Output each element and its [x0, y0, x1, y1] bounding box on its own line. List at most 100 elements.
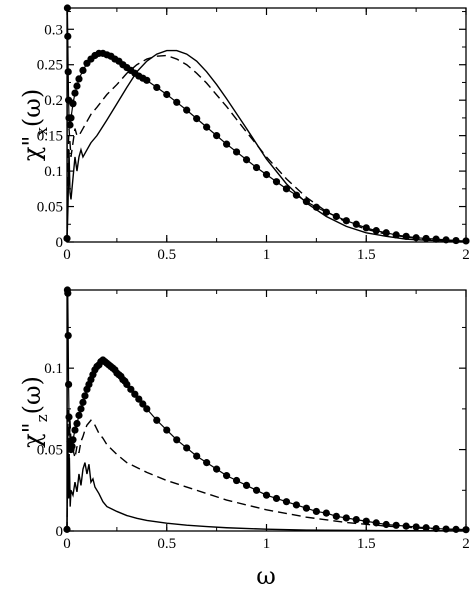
data-point: [183, 444, 191, 452]
data-point: [143, 405, 151, 413]
top-plot-frame: [66, 7, 467, 243]
data-point: [68, 442, 76, 450]
data-point: [252, 486, 261, 494]
data-point: [322, 208, 330, 216]
data-point: [183, 106, 191, 114]
data-point: [252, 163, 261, 172]
data-point: [352, 516, 360, 524]
bottom-panel: 0 0.5 1 1.5 2 0 0.05 0.1 χ"z(ω): [18, 286, 470, 552]
x-tick-label: 0.5: [157, 247, 176, 263]
data-point: [292, 501, 301, 509]
data-point: [81, 392, 89, 400]
data-point: [402, 232, 410, 240]
y-tick-label: 0.2: [44, 93, 63, 109]
top-y-axis-title: χ"x(ω): [18, 89, 51, 161]
data-point: [282, 498, 291, 506]
data-point: [163, 90, 171, 99]
series-line-solid: [66, 430, 467, 532]
y-tick-label: 0.3: [44, 22, 63, 38]
data-point: [382, 520, 390, 529]
data-point: [66, 121, 74, 129]
data-point: [392, 521, 400, 529]
data-point: [77, 405, 85, 413]
x-tick-label: 0: [63, 536, 71, 552]
top-ticks: 0 0.5 1 1.5 2 0 0.05 0.1 0.15 0.2 0.25 0.3: [37, 8, 470, 263]
data-point: [213, 465, 221, 473]
y-tick-label: 0.1: [44, 361, 63, 377]
data-point: [412, 523, 420, 531]
data-point: [75, 75, 83, 83]
data-point: [362, 517, 370, 525]
y-tick-label: 0.1: [44, 164, 63, 180]
data-point: [332, 512, 340, 520]
series-line-dots: [66, 7, 467, 242]
data-point: [262, 491, 271, 499]
data-point: [64, 289, 72, 297]
data-point: [312, 507, 320, 516]
data-point: [71, 89, 79, 97]
bottom-y-axis-title: χ"z(ω): [18, 376, 51, 448]
data-point: [262, 171, 271, 179]
data-point: [163, 426, 171, 434]
data-point: [173, 98, 181, 106]
data-point: [402, 522, 410, 530]
data-point: [73, 82, 81, 90]
data-point: [79, 398, 87, 406]
x-tick-label: 1: [263, 536, 271, 552]
data-point: [242, 156, 251, 164]
y-tick-label: 0: [56, 524, 64, 540]
data-point: [203, 123, 211, 131]
data-point: [282, 185, 291, 193]
data-point: [135, 395, 143, 403]
series-line-solid: [66, 49, 467, 243]
data-point: [342, 514, 350, 522]
y-tick-label: 0: [56, 235, 64, 251]
data-point: [322, 509, 330, 517]
y-tick-label: 0.05: [37, 443, 63, 459]
data-point: [73, 419, 81, 428]
x-tick-label: 2: [462, 536, 470, 552]
data-point: [139, 400, 147, 408]
series-line-dashed: [66, 54, 467, 243]
x-tick-label: 2: [462, 247, 470, 263]
x-tick-label: 1.5: [357, 536, 376, 552]
data-point: [223, 472, 231, 480]
y-tick-label: 0.05: [37, 200, 63, 216]
x-axis-title: ω: [256, 562, 276, 590]
data-point: [79, 66, 87, 74]
data-point: [143, 76, 151, 84]
top-panel: 0 0.5 1 1.5 2 0 0.05 0.1 0.15 0.2 0.25 0.3 χ"x(ω): [18, 4, 470, 263]
data-point: [392, 231, 400, 239]
bottom-ticks: 0 0.5 1 1.5 2 0 0.05 0.1: [37, 290, 470, 552]
data-point: [64, 32, 72, 40]
data-point: [232, 148, 241, 156]
data-point: [64, 68, 72, 76]
data-point: [153, 83, 161, 92]
data-point: [69, 100, 77, 108]
data-point: [272, 178, 281, 186]
top-plot-marks: [63, 4, 470, 245]
y-tick-label: 0.15: [37, 129, 63, 145]
data-point: [131, 390, 139, 398]
data-point: [173, 436, 181, 444]
data-point: [65, 380, 73, 389]
x-tick-label: 1: [263, 247, 271, 263]
data-point: [193, 452, 201, 460]
data-point: [223, 140, 231, 148]
data-point: [302, 504, 310, 512]
x-tick-label: 0.5: [157, 536, 176, 552]
y-tick-label: 0.25: [37, 58, 63, 74]
data-point: [292, 191, 301, 199]
data-point: [71, 426, 79, 434]
data-point: [75, 411, 83, 419]
data-point: [242, 481, 251, 490]
data-point: [372, 227, 380, 235]
series-line-dashed: [66, 408, 467, 532]
data-point: [64, 331, 72, 340]
data-point: [272, 494, 281, 503]
data-point: [193, 115, 201, 123]
x-tick-label: 1.5: [357, 247, 376, 263]
data-point: [372, 519, 380, 527]
data-point: [422, 524, 430, 532]
